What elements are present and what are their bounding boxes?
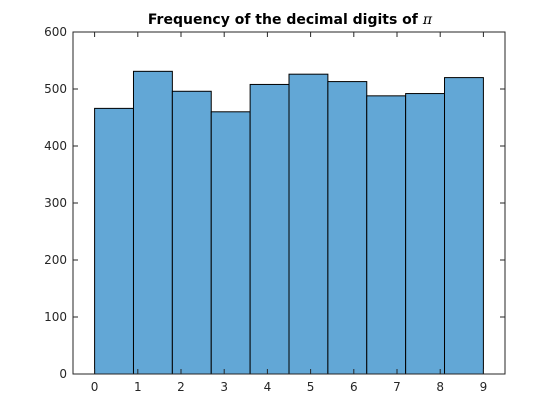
- chart-title-text: Frequency of the decimal digits of: [148, 12, 419, 28]
- chart-title: Frequency of the decimal digits of π: [148, 12, 433, 28]
- bars-layer: [94, 70, 484, 375]
- x-tick-label-4: 4: [264, 380, 272, 394]
- histogram-bar-3: [210, 111, 251, 375]
- x-tick-label-5: 5: [307, 380, 315, 394]
- histogram-bar-1: [132, 70, 173, 375]
- x-tick-label-8: 8: [436, 380, 444, 394]
- histogram-bar-5: [288, 73, 329, 375]
- x-tick-label-3: 3: [220, 380, 228, 394]
- histogram-bar-8: [405, 93, 446, 375]
- y-tick-label-4: 400: [44, 139, 67, 153]
- x-tick-label-6: 6: [350, 380, 358, 394]
- y-tick-label-0: 0: [59, 367, 67, 381]
- x-tick-label-9: 9: [480, 380, 488, 394]
- histogram-bar-2: [171, 90, 212, 375]
- y-tick-label-2: 200: [44, 253, 67, 267]
- axes-layer: 0 1 2 3 4 5 6 7 8 9 0 100 200 300 400 500 600: [44, 25, 506, 394]
- histogram-bar-0: [94, 107, 134, 375]
- x-tick-label-1: 1: [134, 380, 142, 394]
- y-tick-label-3: 300: [44, 196, 67, 210]
- histogram-bar-9: [444, 77, 484, 375]
- histogram-bar-6: [327, 81, 368, 375]
- chart-title-symbol: π: [422, 12, 433, 28]
- histogram-bar-7: [366, 95, 407, 375]
- x-tick-label-0: 0: [91, 380, 99, 394]
- x-tick-label-2: 2: [177, 380, 185, 394]
- x-tick-label-7: 7: [393, 380, 401, 394]
- y-tick-label-6: 600: [44, 25, 67, 39]
- y-tick-label-1: 100: [44, 310, 67, 324]
- histogram-bar-4: [249, 83, 290, 375]
- y-tick-label-5: 500: [44, 82, 67, 96]
